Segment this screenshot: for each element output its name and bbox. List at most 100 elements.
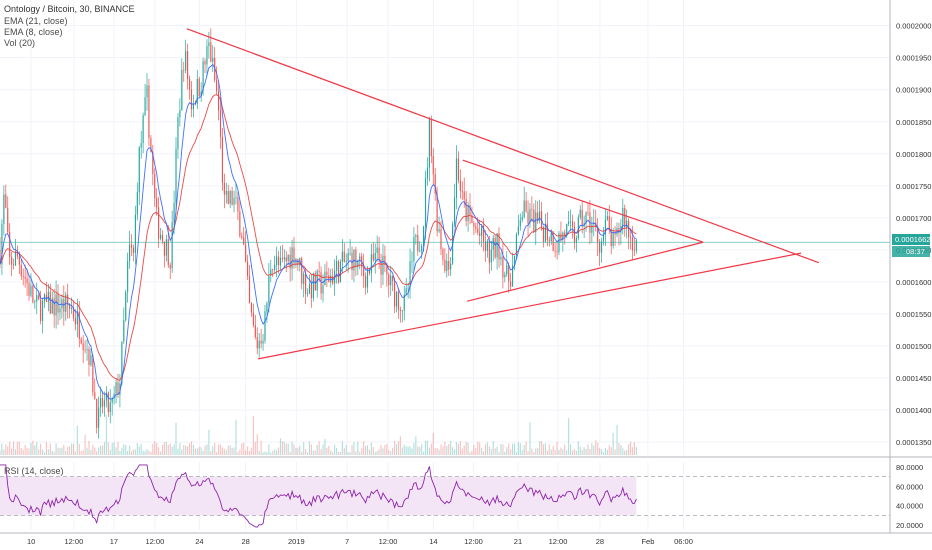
- candle-body: [397, 291, 400, 310]
- volume-bar: [384, 444, 386, 455]
- volume-bar: [355, 451, 357, 455]
- candle-body: [88, 349, 90, 366]
- volume-bar: [99, 445, 102, 455]
- volume-bar: [571, 450, 574, 455]
- candle-body: [78, 311, 80, 339]
- volume-bar: [53, 451, 55, 455]
- candle-body: [293, 247, 295, 264]
- candle-body: [349, 252, 351, 254]
- volume-bar: [624, 450, 626, 455]
- volume-bar: [55, 443, 57, 455]
- volume-bar: [28, 448, 30, 455]
- candle-body: [382, 255, 384, 275]
- candle-body: [268, 275, 270, 304]
- volume-bar: [258, 451, 260, 455]
- volume-bar: [24, 444, 26, 455]
- candle-body: [357, 260, 359, 268]
- volume-bar: [494, 448, 496, 455]
- time-tick-label: 12:00: [64, 537, 83, 546]
- volume-bar: [70, 443, 73, 455]
- volume-bar: [225, 450, 227, 455]
- volume-bar: [527, 451, 529, 455]
- candle-body: [34, 301, 36, 303]
- candle-body: [426, 167, 429, 179]
- candle-body: [94, 392, 96, 399]
- trendline-inner-upper: [462, 159, 704, 243]
- time-tick-label: 24: [195, 537, 203, 546]
- volume-bar: [152, 443, 154, 455]
- volume-bar: [606, 449, 608, 455]
- volume-bar: [129, 445, 131, 455]
- price-tick-label: 0.0001900: [896, 86, 931, 95]
- candle-body: [130, 244, 133, 248]
- candle-body: [504, 274, 506, 278]
- volume-bar: [111, 443, 113, 455]
- volume-bar: [511, 443, 514, 455]
- time-tick-label: 12:00: [464, 537, 483, 546]
- volume-bar: [305, 449, 307, 455]
- candle-body: [390, 275, 392, 286]
- volume-bar: [72, 443, 75, 455]
- candle-body: [450, 263, 452, 270]
- candle-body: [179, 110, 181, 118]
- candle-body: [154, 173, 156, 199]
- volume-bar: [198, 446, 200, 455]
- time-tick-label: 06:00: [674, 537, 693, 546]
- volume-bar: [382, 448, 384, 455]
- candle-body: [537, 212, 539, 222]
- candle-body: [496, 233, 498, 258]
- volume-bar: [566, 450, 568, 455]
- ema-21-label: EMA (21, close): [4, 16, 68, 26]
- candle-body: [212, 57, 214, 62]
- candle-body: [610, 228, 612, 246]
- volume-bar: [67, 446, 69, 455]
- volume-bar: [523, 445, 525, 455]
- volume-bar: [620, 445, 622, 455]
- candle-body: [74, 318, 77, 325]
- volume-bar: [65, 450, 67, 455]
- volume-bar: [631, 447, 634, 455]
- candle-body: [579, 209, 581, 218]
- volume-bar: [386, 443, 388, 455]
- candle-body: [32, 285, 34, 303]
- candle-body: [395, 291, 398, 307]
- candle-body: [158, 207, 160, 239]
- volume-bar: [78, 443, 80, 455]
- candle-body: [423, 226, 425, 247]
- candle-body: [53, 298, 55, 316]
- volume-bar: [61, 447, 63, 455]
- candle-body: [256, 337, 258, 349]
- volume-bar: [481, 447, 483, 455]
- candle-body: [479, 232, 481, 236]
- volume-bar: [11, 448, 13, 455]
- volume-bar: [519, 443, 521, 455]
- volume-bar: [558, 450, 560, 455]
- candle-body: [535, 212, 537, 233]
- candle-body: [568, 221, 570, 225]
- volume-bar: [144, 451, 146, 455]
- candle-body: [446, 260, 448, 271]
- volume-bar: [562, 448, 564, 455]
- volume-bar: [227, 445, 229, 455]
- volume-bar: [513, 443, 516, 455]
- candle-body: [175, 148, 177, 204]
- volume-bar: [306, 452, 309, 455]
- candle-body: [428, 118, 430, 168]
- candle-body: [573, 226, 576, 243]
- candle-body: [72, 308, 75, 319]
- candle-body: [608, 216, 610, 229]
- volume-bar: [552, 445, 554, 455]
- volume-bar: [591, 443, 593, 455]
- volume-bar: [314, 450, 316, 455]
- candle-body: [554, 250, 556, 252]
- candle-body: [183, 70, 185, 71]
- candle-body: [626, 220, 628, 228]
- candle-body: [219, 110, 222, 137]
- candle-body: [303, 273, 305, 284]
- volume-bar: [589, 448, 591, 455]
- volume-bar: [82, 450, 84, 455]
- candle-body: [41, 300, 44, 322]
- candle-body: [216, 79, 218, 91]
